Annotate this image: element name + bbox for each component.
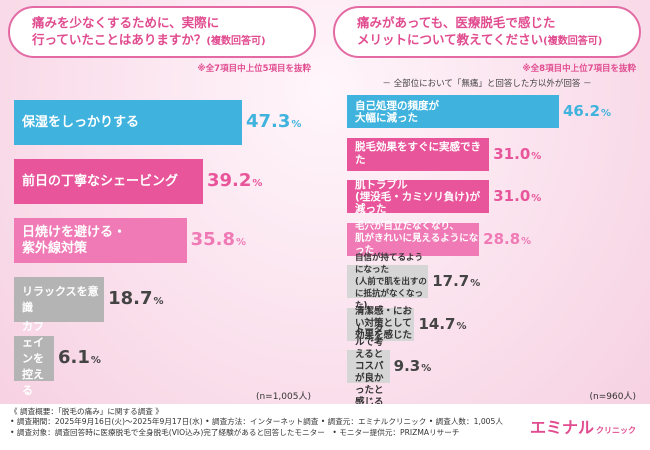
bar-label-1: 保湿をしっかりする — [22, 114, 140, 130]
bar-label-1: 自己処理の頻度が 大幅に減った — [355, 99, 439, 124]
bar-value-unit-2: % — [531, 150, 542, 162]
left-question-line1: 痛みを少なくするために、実際に — [32, 15, 220, 30]
bar-value-unit-4: % — [153, 296, 164, 308]
bar-3: 肌トラブル (埋没毛・カミソリ負け)が減った — [347, 178, 490, 215]
bar-4: 毛穴が目立たなくなり、 肌がきれいに見えるようになった — [347, 221, 480, 256]
footer-line2: • 調査期間：2025年9月16日(火)～2025年9月17日(水) • 調査方… — [10, 417, 503, 427]
bar-value-1: 47.3% — [246, 111, 301, 132]
bar-value-unit-1: % — [291, 119, 302, 131]
right-note: ※全8項目中上位7項目を抜粋 — [522, 64, 636, 74]
bar-label-6: 清潔感・におい対策として 効果を感じた — [355, 306, 413, 341]
bar-1: 自己処理の頻度が 大幅に減った — [347, 95, 559, 128]
bar-value-number-1: 46.2 — [563, 102, 601, 121]
bar-3: 日焼けを避ける・ 紫外線対策 — [14, 218, 187, 263]
left-panel: 痛みを少なくするために、実際に 行っていたことはありますか？(複数回答可) ※全… — [0, 0, 325, 402]
bar-value-number-5: 6.1 — [58, 347, 90, 369]
left-question-line2: 行っていたことはありますか？ — [32, 32, 207, 47]
bar-value-5: 6.1% — [58, 347, 101, 368]
bar-value-number-7: 9.3 — [393, 357, 421, 376]
footer-line1: 《 調査概要：「脱毛の痛み」に関する調査 》 — [10, 407, 163, 416]
bar-value-number-3: 35.8 — [190, 229, 235, 251]
bar-value-4: 18.7% — [108, 288, 163, 309]
bar-5: カフェインを控える — [14, 320, 54, 397]
logo-sub: クリニック — [596, 426, 636, 435]
bar-value-unit-1: % — [601, 108, 612, 120]
bar-label-3: 肌トラブル (埋没毛・カミソリ負け)が減った — [355, 178, 481, 215]
left-question-sub: (複数回答可) — [206, 36, 266, 47]
bar-label-5: カフェインを控える — [22, 319, 44, 397]
bar-4: リラックスを意識 — [14, 277, 105, 322]
bar-value-1: 46.2% — [563, 102, 611, 120]
right-sample-size: (n=960人) — [589, 392, 636, 402]
right-question-sub: (複数回答可) — [543, 36, 603, 47]
bar-label-5: 自信が持てるようになった (人前で肌を出すのに抵抗がなくなった) — [355, 252, 427, 311]
bar-value-3: 35.8% — [191, 229, 246, 250]
bar-label-7: トータルで考えると コスパが良かったと感じる — [355, 324, 384, 408]
bar-value-2: 31.0% — [493, 145, 541, 163]
bar-value-number-1: 47.3 — [246, 111, 291, 133]
bar-value-unit-4: % — [521, 235, 532, 247]
bar-value-6: 14.7% — [418, 315, 466, 333]
bar-value-4: 28.8% — [483, 230, 531, 248]
bar-2: 前日の丁寧なシェービング — [14, 159, 203, 204]
bar-value-2: 39.2% — [207, 170, 262, 191]
survey-footer: 《 調査概要：「脱毛の痛み」に関する調査 》 • 調査期間：2025年9月16日… — [0, 404, 650, 450]
bar-value-number-4: 28.8 — [483, 229, 521, 248]
bar-label-2: 脱毛効果をすぐに実感できた — [355, 141, 481, 166]
bar-label-4: 毛穴が目立たなくなり、 肌がきれいに見えるようになった — [355, 221, 479, 256]
bar-value-unit-5: % — [470, 278, 481, 290]
bar-value-unit-3: % — [531, 193, 542, 205]
right-question-line2: メリットについて教えてください — [357, 32, 544, 47]
right-subnote: － 全部位において「無痛」と回答した方以外が回答 － — [382, 79, 592, 89]
right-question-line1: 痛みがあっても、医療脱毛で感じた — [357, 15, 556, 30]
bar-5: 自信が持てるようになった (人前で肌を出すのに抵抗がなくなった) — [347, 253, 429, 311]
bar-value-unit-5: % — [90, 355, 101, 367]
bar-1: 保湿をしっかりする — [14, 100, 242, 145]
bar-value-unit-2: % — [252, 178, 263, 190]
bar-value-number-4: 18.7 — [108, 288, 153, 310]
bar-2: 脱毛効果をすぐに実感できた — [347, 137, 490, 171]
bar-value-unit-6: % — [456, 320, 467, 332]
bar-value-number-5: 17.7 — [432, 272, 470, 291]
right-question-box: 痛みがあっても、医療脱毛で感じた メリットについて教えてください(複数回答可) — [333, 6, 641, 58]
bar-value-unit-3: % — [235, 237, 247, 249]
footer-line3: • 調査対象：調査回答時に医療脱毛で全身脱毛(VIO込み)完了経験があると回答し… — [10, 427, 460, 437]
right-panel: 痛みがあっても、医療脱毛で感じた メリットについて教えてください(複数回答可) … — [325, 0, 650, 408]
left-question-box: 痛みを少なくするために、実際に 行っていたことはありますか？(複数回答可) — [8, 6, 316, 58]
left-note: ※全7項目中上位5項目を抜粋 — [197, 64, 311, 74]
bar-value-7: 9.3% — [394, 357, 432, 375]
bar-value-5: 17.7% — [432, 272, 480, 290]
bar-6: 清潔感・におい対策として 効果を感じた — [347, 306, 415, 341]
logo-main: エミナル — [529, 418, 594, 437]
bar-label-3: 日焼けを避ける・ 紫外線対策 — [22, 224, 127, 256]
bar-value-number-6: 14.7 — [418, 314, 456, 333]
bar-label-2: 前日の丁寧なシェービング — [22, 173, 179, 189]
left-sample-size: (n=1,005人) — [255, 392, 311, 402]
bar-value-unit-7: % — [421, 363, 432, 375]
bar-value-3: 31.0% — [493, 187, 541, 205]
bar-label-4: リラックスを意識 — [22, 284, 99, 314]
bar-value-number-2: 31.0 — [493, 144, 531, 163]
bar-7: トータルで考えると コスパが良かったと感じる — [347, 325, 390, 408]
bar-value-number-2: 39.2 — [206, 170, 252, 192]
clinic-logo: エミナル クリニック — [530, 414, 636, 438]
bar-value-number-3: 31.0 — [493, 187, 531, 206]
